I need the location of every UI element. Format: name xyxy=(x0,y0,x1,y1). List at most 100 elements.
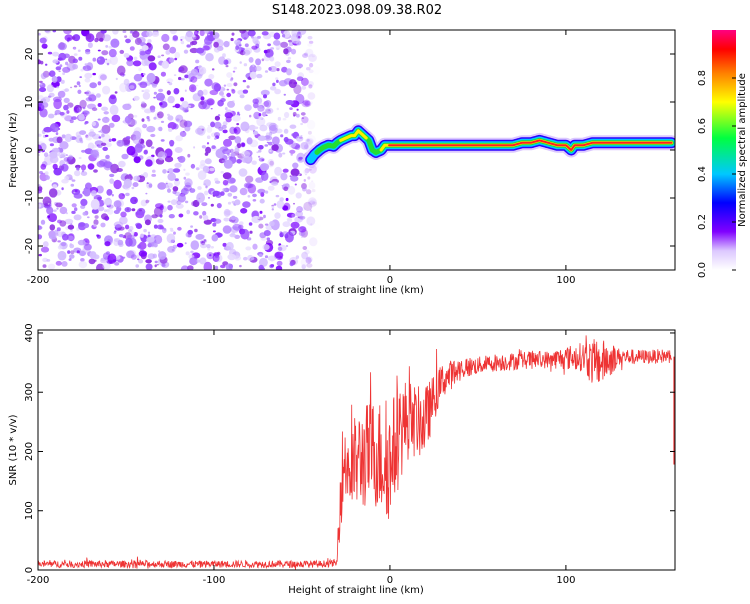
noise-blob xyxy=(216,203,222,209)
noise-blob xyxy=(153,96,157,99)
noise-blob xyxy=(157,111,164,119)
noise-blob xyxy=(157,55,161,58)
noise-blob xyxy=(147,118,151,122)
noise-blob xyxy=(91,121,96,127)
noise-blob xyxy=(141,90,145,92)
noise-blob xyxy=(134,37,142,46)
y-tick-label: -10 xyxy=(24,190,35,206)
noise-blob xyxy=(229,78,233,82)
noise-blob xyxy=(177,226,182,231)
noise-blob xyxy=(298,156,303,160)
noise-blob xyxy=(83,188,91,197)
noise-blob xyxy=(142,73,146,76)
noise-blob xyxy=(226,83,233,87)
noise-blob xyxy=(311,180,314,182)
noise-blob xyxy=(238,168,248,177)
noise-blob xyxy=(249,71,257,80)
noise-blob xyxy=(222,53,226,58)
noise-blob xyxy=(262,244,270,251)
noise-blob xyxy=(191,201,197,207)
noise-blob xyxy=(259,124,268,132)
noise-blob xyxy=(197,186,202,190)
noise-blob xyxy=(232,195,238,199)
noise-blob xyxy=(39,171,43,174)
noise-blob xyxy=(270,258,274,262)
noise-blob xyxy=(130,231,135,236)
noise-blob xyxy=(60,79,65,84)
noise-blob xyxy=(213,41,219,48)
noise-blob xyxy=(100,222,106,228)
noise-blob xyxy=(221,159,227,163)
noise-blob xyxy=(269,65,277,73)
noise-blob xyxy=(79,76,83,78)
noise-blob xyxy=(76,250,80,254)
noise-blob xyxy=(137,258,140,261)
noise-blob xyxy=(184,89,187,92)
noise-blob xyxy=(109,173,115,178)
noise-blob xyxy=(57,245,63,250)
noise-blob xyxy=(296,63,304,69)
noise-blob xyxy=(249,230,253,234)
noise-blob xyxy=(38,133,42,137)
noise-blob xyxy=(184,178,193,188)
noise-blob xyxy=(223,208,231,217)
noise-blob xyxy=(116,65,126,76)
noise-blob xyxy=(286,217,292,222)
noise-blob xyxy=(184,242,187,245)
noise-blob xyxy=(308,200,316,205)
noise-blob xyxy=(193,146,196,149)
noise-blob xyxy=(306,139,311,145)
noise-blob xyxy=(63,53,70,59)
noise-blob xyxy=(172,186,179,192)
noise-blob xyxy=(61,178,69,184)
noise-blob xyxy=(85,134,89,139)
noise-blob xyxy=(306,263,313,268)
noise-blob xyxy=(51,75,58,83)
noise-blob xyxy=(143,149,148,155)
noise-blob xyxy=(74,189,78,192)
signal-track-band xyxy=(339,129,368,142)
noise-blob xyxy=(93,219,99,226)
noise-blob xyxy=(161,152,167,158)
noise-blob xyxy=(289,107,293,110)
noise-blob xyxy=(153,91,157,95)
noise-blob xyxy=(145,263,153,270)
noise-blob xyxy=(258,149,262,153)
noise-blob xyxy=(96,234,100,237)
noise-blob xyxy=(154,264,157,268)
noise-blob xyxy=(109,55,119,66)
noise-blob xyxy=(87,103,96,110)
noise-blob xyxy=(187,153,191,158)
noise-blob xyxy=(181,187,189,195)
noise-blob xyxy=(161,33,170,43)
noise-blob xyxy=(224,210,233,216)
noise-blob xyxy=(255,65,262,72)
noise-blob xyxy=(259,198,265,204)
noise-blob xyxy=(108,45,113,49)
noise-blob xyxy=(230,37,234,42)
noise-blob xyxy=(59,220,67,227)
noise-blob xyxy=(197,89,204,97)
noise-blob xyxy=(306,189,312,195)
noise-blob xyxy=(222,261,229,266)
noise-blob xyxy=(189,84,197,93)
noise-blob xyxy=(169,227,174,230)
noise-blob xyxy=(113,221,123,228)
colorbar-tick-label: 0.2 xyxy=(697,214,708,230)
noise-blob xyxy=(174,57,178,61)
noise-blob xyxy=(146,72,156,83)
noise-blob xyxy=(147,231,151,235)
noise-blob xyxy=(144,89,150,93)
noise-blob xyxy=(205,35,214,42)
noise-blob xyxy=(274,88,281,95)
noise-blob xyxy=(38,253,42,257)
y-tick-label: -20 xyxy=(24,238,35,254)
noise-blob xyxy=(242,79,247,83)
snr-x-label: Height of straight line (km) xyxy=(288,585,424,596)
noise-blob xyxy=(40,105,45,110)
noise-blob xyxy=(248,124,256,131)
noise-blob xyxy=(38,59,41,65)
noise-blob xyxy=(180,40,185,45)
noise-blob xyxy=(124,115,132,124)
